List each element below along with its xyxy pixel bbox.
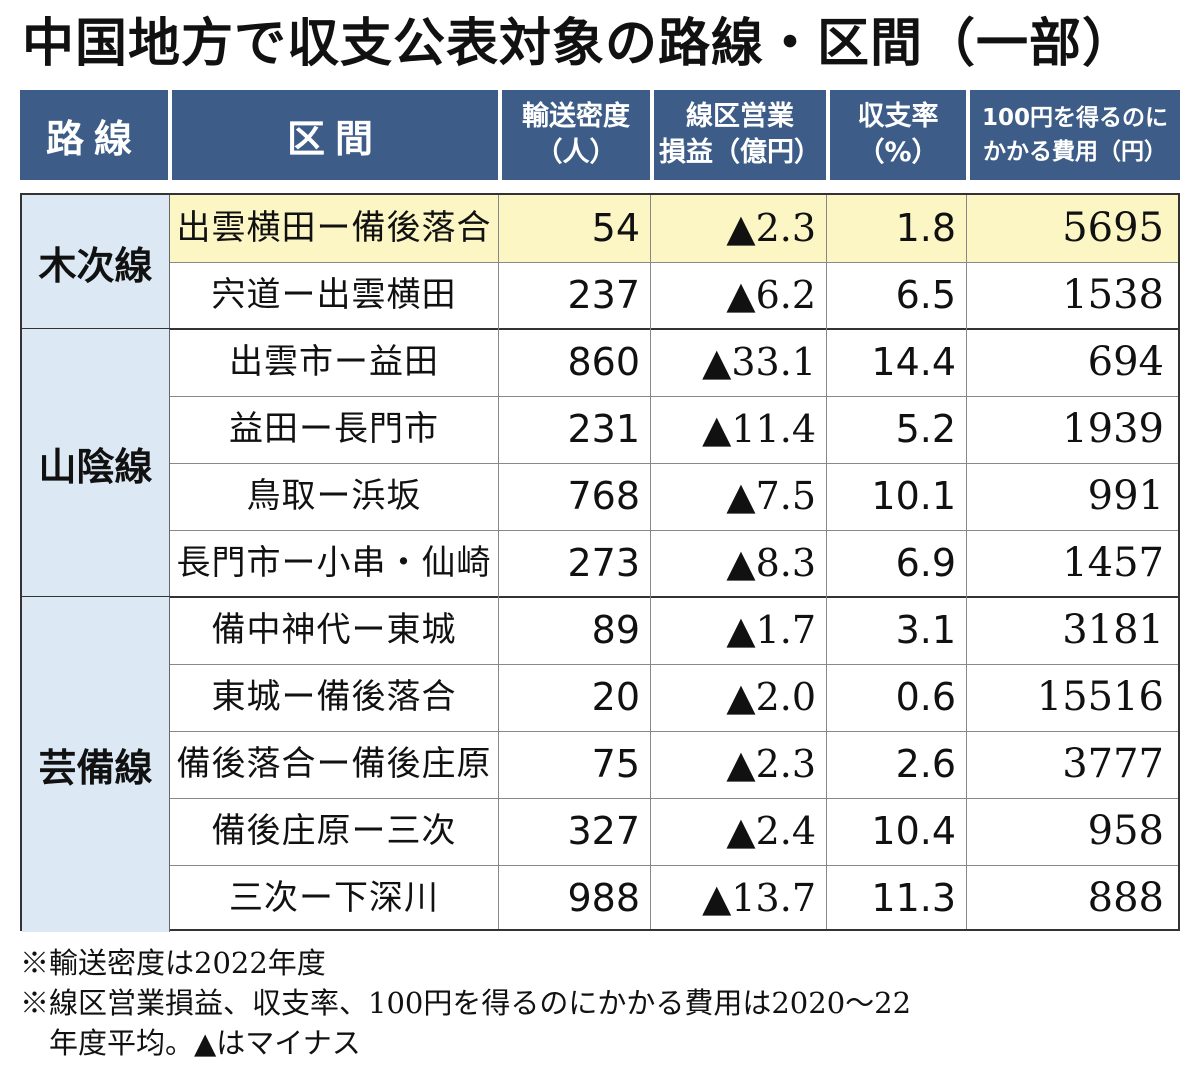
rate-cell: 14.4 (871, 340, 956, 384)
loss-cell: ▲8.3 (726, 541, 816, 585)
row-divider (170, 865, 1178, 866)
rate-cell: 6.5 (895, 273, 956, 317)
header-rate: 収支率 （%） (830, 90, 966, 180)
column-divider (498, 195, 499, 929)
section-cell: 長門市ー小串・仙崎 (176, 543, 492, 583)
row-divider (170, 530, 1178, 531)
table-row: 出雲横田ー備後落合 54 ▲2.3 1.8 5695 (170, 195, 1178, 262)
page-title: 中国地方で収支公表対象の路線・区間（一部） (22, 14, 1136, 74)
table-row: 長門市ー小串・仙崎 273 ▲8.3 6.9 1457 (170, 530, 1178, 597)
table-row: 鳥取ー浜坂 768 ▲7.5 10.1 991 (170, 463, 1178, 530)
density-cell: 54 (591, 206, 640, 250)
cost-cell: 991 (1087, 473, 1164, 519)
density-cell: 231 (567, 407, 640, 451)
section-cell: 三次ー下深川 (229, 878, 439, 918)
row-divider (170, 262, 1178, 263)
row-divider (170, 463, 1178, 464)
group-label: 木次線 (22, 195, 170, 329)
table-row: 備後庄原ー三次 327 ▲2.4 10.4 958 (170, 798, 1178, 865)
note-2: ※線区営業損益、収支率、100円を得るのにかかる費用は2020～22 (20, 986, 912, 1020)
note-3: 年度平均。▲はマイナス (20, 1026, 361, 1060)
rate-cell: 1.8 (895, 206, 956, 250)
rate-cell: 11.3 (871, 876, 956, 920)
group-divider (22, 328, 1178, 330)
cost-cell: 15516 (1036, 674, 1164, 720)
loss-cell: ▲2.3 (726, 742, 816, 786)
cost-cell: 3181 (1062, 607, 1164, 653)
table-row: 益田ー長門市 231 ▲11.4 5.2 1939 (170, 396, 1178, 463)
group-label: 山陰線 (22, 329, 170, 597)
section-cell: 出雲市ー益田 (229, 342, 439, 382)
group-label: 芸備線 (22, 597, 170, 932)
cost-cell: 888 (1087, 875, 1164, 921)
density-cell: 988 (567, 876, 640, 920)
table-row: 備中神代ー東城 89 ▲1.7 3.1 3181 (170, 597, 1178, 664)
rate-cell: 6.9 (895, 541, 956, 585)
density-cell: 89 (591, 608, 640, 652)
rate-cell: 10.4 (871, 809, 956, 853)
loss-cell: ▲33.1 (702, 340, 816, 384)
column-divider (650, 195, 651, 929)
section-cell: 備中神代ー東城 (211, 610, 457, 650)
section-cell: 備後落合ー備後庄原 (176, 744, 492, 784)
header-loss: 線区営業 損益（億円） (654, 90, 826, 180)
note-1: ※輸送密度は2022年度 (20, 946, 326, 980)
table-row: 備後落合ー備後庄原 75 ▲2.3 2.6 3777 (170, 731, 1178, 798)
header-section: 区間 (172, 90, 498, 180)
density-cell: 327 (567, 809, 640, 853)
loss-cell: ▲1.7 (726, 608, 816, 652)
density-cell: 273 (567, 541, 640, 585)
rate-cell: 0.6 (895, 675, 956, 719)
group-divider (22, 596, 1178, 598)
loss-cell: ▲2.0 (726, 675, 816, 719)
cost-cell: 694 (1087, 339, 1164, 385)
row-divider (170, 664, 1178, 665)
cost-cell: 5695 (1062, 205, 1164, 251)
loss-cell: ▲7.5 (726, 474, 816, 518)
section-cell: 益田ー長門市 (229, 409, 439, 449)
data-table (20, 193, 1180, 931)
cost-cell: 1457 (1062, 540, 1164, 586)
row-divider (170, 396, 1178, 397)
density-cell: 75 (591, 742, 640, 786)
density-cell: 237 (567, 273, 640, 317)
cost-cell: 3777 (1062, 741, 1164, 787)
rate-cell: 10.1 (871, 474, 956, 518)
header-line: 路線 (20, 90, 168, 180)
section-cell: 備後庄原ー三次 (211, 811, 457, 851)
cost-cell: 1939 (1062, 406, 1164, 452)
loss-cell: ▲13.7 (702, 876, 816, 920)
table-row: 東城ー備後落合 20 ▲2.0 0.6 15516 (170, 664, 1178, 731)
density-cell: 768 (567, 474, 640, 518)
header-cost: 100円を得るのに かかる費用（円） (970, 90, 1180, 180)
rate-cell: 5.2 (895, 407, 956, 451)
row-divider (170, 731, 1178, 732)
row-divider (170, 798, 1178, 799)
loss-cell: ▲6.2 (726, 273, 816, 317)
section-cell: 宍道ー出雲横田 (211, 275, 457, 315)
header-density: 輸送密度 （人） (502, 90, 650, 180)
cost-cell: 958 (1087, 808, 1164, 854)
rate-cell: 3.1 (895, 608, 956, 652)
table-row: 宍道ー出雲横田 237 ▲6.2 6.5 1538 (170, 262, 1178, 329)
cost-cell: 1538 (1062, 272, 1164, 318)
density-cell: 860 (567, 340, 640, 384)
rate-cell: 2.6 (895, 742, 956, 786)
section-cell: 鳥取ー浜坂 (246, 476, 422, 516)
loss-cell: ▲2.3 (726, 206, 816, 250)
loss-cell: ▲2.4 (726, 809, 816, 853)
section-cell: 出雲横田ー備後落合 (176, 208, 492, 248)
table-row: 出雲市ー益田 860 ▲33.1 14.4 694 (170, 329, 1178, 396)
section-cell: 東城ー備後落合 (211, 677, 457, 717)
loss-cell: ▲11.4 (702, 407, 816, 451)
density-cell: 20 (591, 675, 640, 719)
table-row: 三次ー下深川 988 ▲13.7 11.3 888 (170, 865, 1178, 932)
column-divider (826, 195, 827, 929)
column-divider (966, 195, 967, 929)
